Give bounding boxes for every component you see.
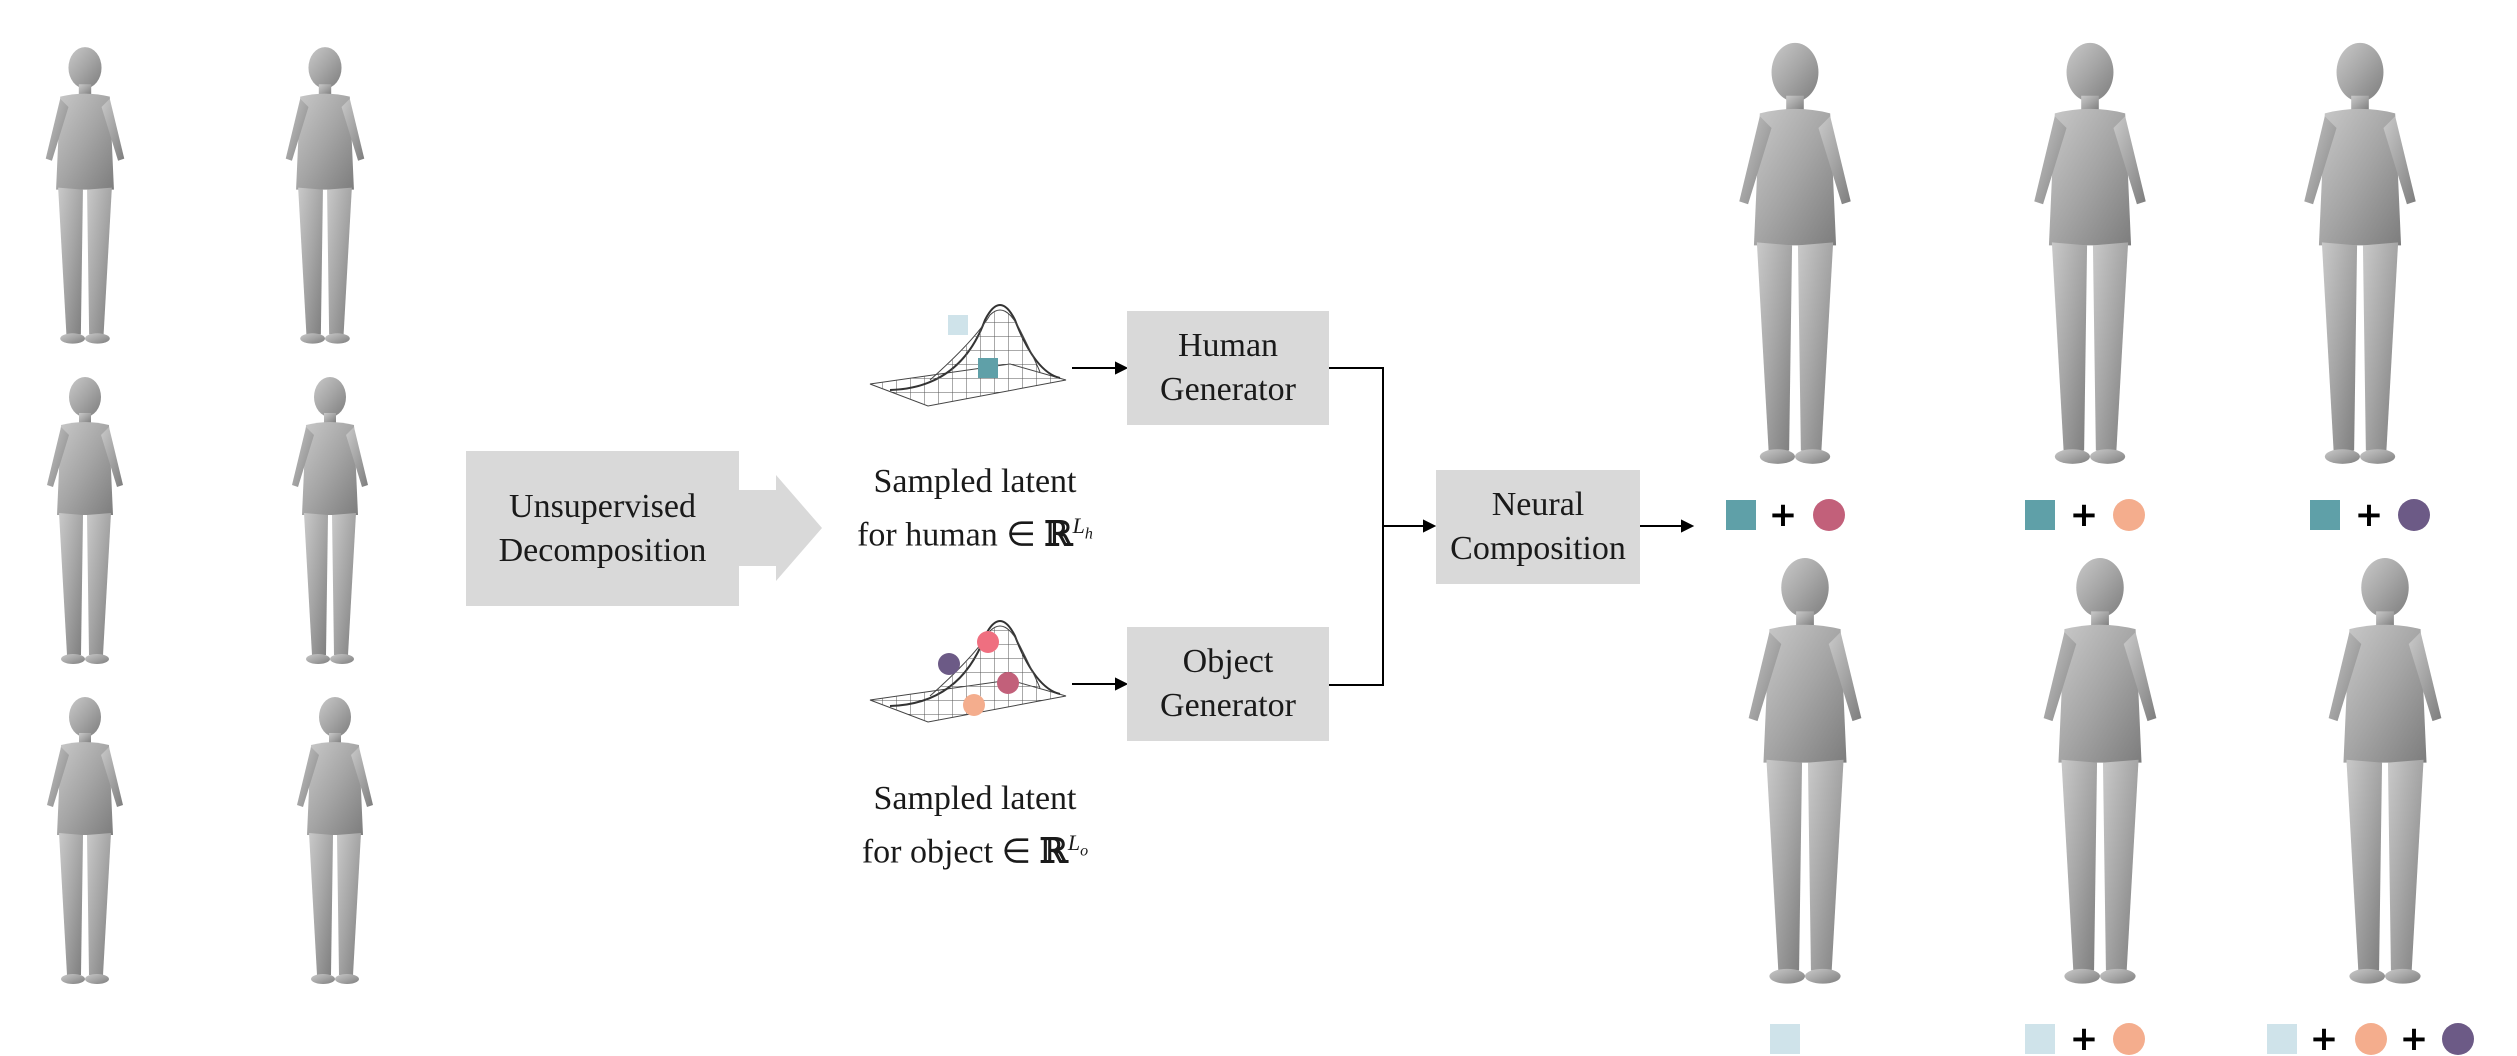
input-scans [45,47,373,984]
legend-top-row: + + + [1726,495,2430,535]
human-latent-line-2: for human ∈ ℝLh [830,504,1120,557]
magenta-circle [1813,499,1845,531]
real-space-symbol: ℝ [1044,514,1073,555]
plus-sign: + [2070,495,2099,535]
output-mesh-bottom-1 [1748,557,1862,984]
object-generator-line-2: Generator [1160,687,1296,724]
input-scan-3 [47,377,123,664]
teal-square [2310,500,2340,530]
input-scan-2 [285,47,365,344]
output-mesh-top-3 [2304,42,2416,464]
neural-composition-line-2: Composition [1450,530,1626,567]
human-generator-box: Human Generator [1127,311,1329,425]
human-latent-gaussian [869,304,1067,407]
plus-sign: + [2070,1019,2099,1056]
real-space-symbol: ℝ [1039,831,1068,872]
output-mesh-bottom-2 [2043,557,2157,984]
human-latent-line-1: Sampled latent [873,463,1077,500]
object-latent-gaussian [869,620,1067,723]
neural-composition-line-1: Neural [1491,486,1585,523]
light-blue-square-marker [948,315,968,335]
peach-circle [2355,1023,2387,1055]
peach-circle [2113,499,2145,531]
purple-circle [2398,499,2430,531]
object-latent-prefix: for object ∈ [861,833,1040,871]
plus-sign: + [1769,495,1798,535]
decomposition-arrow [738,475,822,581]
latent-dim: L [1067,830,1081,855]
legend-bottom-row: + + + [1770,1019,2474,1056]
purple-circle-marker [938,653,960,675]
output-mesh-bottom-3 [2328,557,2442,984]
purple-circle [2442,1023,2474,1055]
input-scan-6 [297,697,373,984]
human-generator-line-1: Human [1177,327,1279,364]
decomposition-line-2: Decomposition [498,531,707,569]
human-latent-prefix: for human ∈ [857,516,1045,554]
output-mesh-top-1 [1739,42,1851,464]
human-generator-line-2: Generator [1160,371,1296,408]
decomposition-line-1: Unsupervised [509,487,696,525]
plus-sign: + [2400,1019,2429,1056]
latent-dim-sub: o [1080,842,1089,860]
output-meshes-bottom [1748,557,2442,984]
human-latent-label: Sampled latent for human ∈ ℝLh [830,460,1120,557]
output-mesh-top-2 [2034,42,2146,464]
plus-sign: + [2310,1019,2339,1056]
unsupervised-decomposition-box: Unsupervised Decomposition [466,451,739,606]
neural-composition-box: Neural Composition [1436,470,1640,584]
output-meshes-top [1739,42,2416,464]
plus-sign: + [2355,495,2384,535]
input-scan-5 [47,697,123,984]
object-generator-line-1: Object [1182,643,1274,680]
pink-circle-marker [977,631,999,653]
light-blue-square [1770,1024,1800,1054]
object-latent-line-1: Sampled latent [873,780,1077,817]
connector-arrows [1072,361,1695,691]
object-generator-box: Object Generator [1127,627,1329,741]
peach-circle-marker [963,694,985,716]
peach-circle [2113,1023,2145,1055]
latent-dim-sub: h [1084,525,1093,543]
teal-square [1726,500,1756,530]
light-blue-square [2025,1024,2055,1054]
object-latent-label: Sampled latent for object ∈ ℝLo [830,777,1120,874]
input-scan-1 [45,47,125,344]
latent-dim: L [1072,513,1085,538]
magenta-circle-marker [997,672,1019,694]
input-scan-4 [292,377,368,664]
light-blue-square [2267,1024,2297,1054]
teal-square [2025,500,2055,530]
teal-square-marker [978,358,998,378]
object-latent-line-2: for object ∈ ℝLo [830,821,1120,874]
